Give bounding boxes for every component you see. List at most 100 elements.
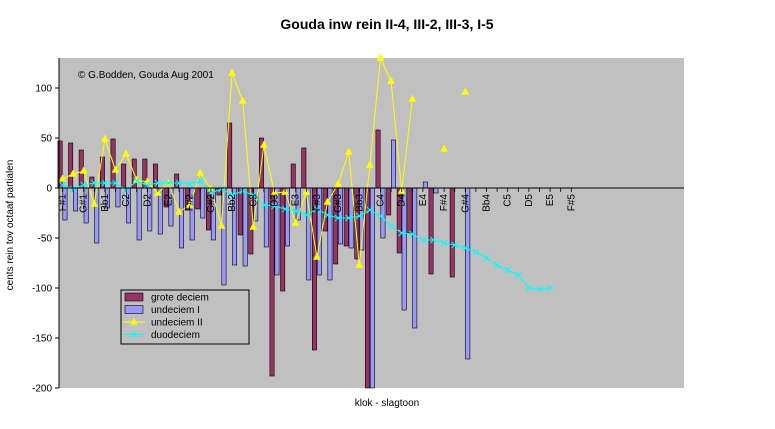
marker-stroke: [260, 201, 268, 209]
bar-undeciem-i: [433, 187, 439, 194]
marker-stroke: [249, 191, 257, 199]
marker-undeciem-ii: [440, 144, 449, 152]
marker-stroke: [472, 248, 480, 256]
marker-duodeciem: [440, 239, 448, 247]
marker-duodeciem: [112, 179, 119, 187]
marker-duodeciem: [430, 236, 437, 244]
marker-undeciem-ii: [408, 94, 417, 102]
marker-undeciem-ii: [334, 179, 343, 187]
bar-undeciem-i: [115, 187, 121, 208]
bar-undeciem-i: [242, 187, 248, 267]
bar-undeciem-i: [136, 187, 142, 241]
legend-label: grote deciem: [151, 293, 209, 304]
marker-stroke: [366, 206, 374, 214]
marker-undeciem-ii: [355, 260, 364, 268]
marker-duodeciem: [249, 191, 257, 199]
marker-stroke: [377, 212, 384, 220]
bar-grote-deciem: [237, 187, 243, 236]
x-category-label: D3: [270, 194, 281, 207]
y-tick-label: -200: [32, 384, 52, 395]
marker-undeciem-ii: [387, 76, 396, 84]
y-tick-label: 0: [46, 184, 52, 195]
x-category-label: D2: [142, 194, 153, 207]
marker-undeciem-ii: [344, 147, 353, 155]
marker-duodeciem: [302, 211, 310, 219]
x-category-label: F#3: [312, 194, 323, 212]
marker-undeciem-ii: [365, 160, 374, 168]
axes: F#1 G#1 Bb1 C2 D2 E2 F#2 G#2 Bb2 C3 D3 E3 F#3 G#3 Bb3 C…: [32, 58, 684, 395]
marker-duodeciem: [281, 205, 289, 213]
bar-grote-deciem: [386, 187, 392, 216]
bar-undeciem-i: [179, 187, 184, 249]
marker-stroke: [228, 191, 236, 199]
marker-duodeciem: [175, 179, 183, 187]
x-category-label: G#1: [79, 194, 90, 213]
marker-stroke: [207, 189, 215, 197]
marker-stroke: [430, 236, 437, 244]
bar-grote-deciem: [68, 142, 74, 189]
marker-undeciem-ii: [249, 222, 258, 230]
marker-duodeciem: [165, 179, 172, 187]
marker-duodeciem: [271, 202, 278, 210]
marker-undeciem-ii: [291, 218, 300, 226]
marker-stroke: [133, 177, 141, 185]
x-axis-label: klok - slagtoon: [355, 398, 419, 409]
marker-duodeciem: [514, 271, 522, 279]
marker-duodeciem: [536, 285, 543, 293]
marker-stroke: [355, 212, 363, 220]
marker-undeciem-ii: [153, 188, 162, 196]
marker-stroke: [461, 244, 469, 252]
marker-duodeciem: [345, 214, 353, 222]
marker-undeciem-ii: [90, 199, 99, 207]
marker-duodeciem: [260, 201, 268, 209]
x-category-label: C3: [248, 194, 259, 207]
marker-duodeciem: [101, 179, 109, 187]
marker-undeciem-ii: [58, 174, 67, 182]
marker-duodeciem: [398, 229, 406, 237]
marker-undeciem-ii: [69, 169, 78, 177]
marker-duodeciem: [355, 212, 363, 220]
marker-duodeciem: [80, 181, 88, 189]
x-category-label: G#2: [206, 194, 217, 213]
y-axis-label: cents rein tov octaaf partialen: [5, 160, 16, 291]
marker-duodeciem: [483, 254, 490, 262]
legend-swatch: [124, 292, 144, 302]
marker-duodeciem: [207, 189, 215, 197]
bar-undeciem-i: [200, 187, 206, 219]
marker-duodeciem: [196, 177, 204, 185]
marker-stroke: [493, 261, 501, 269]
marker-undeciem-ii: [238, 96, 247, 104]
marker-stroke: [334, 214, 342, 222]
marker-stroke: [504, 266, 512, 274]
marker-stroke: [546, 284, 554, 292]
y-tick-label: -100: [32, 284, 52, 295]
x-category-label: G#3: [333, 194, 344, 213]
marker-undeciem-ii: [270, 188, 279, 196]
marker-stroke: [387, 222, 395, 230]
bar-undeciem-i: [391, 139, 396, 189]
marker-duodeciem: [504, 266, 512, 274]
marker-undeciem-ii: [312, 252, 321, 260]
marker-duodeciem: [59, 181, 66, 189]
marker-duodeciem: [154, 179, 162, 187]
x-category-label: F#1: [58, 194, 69, 212]
x-category-label: C5: [503, 194, 514, 207]
bar-grote-deciem: [121, 163, 127, 189]
marker-duodeciem: [377, 212, 384, 220]
marker-undeciem-ii: [122, 149, 131, 157]
legend-label: undeciem II: [151, 318, 203, 329]
marker-stroke: [281, 205, 289, 213]
bar-grote-deciem: [301, 147, 307, 189]
legend-marker: [130, 318, 138, 325]
marker-undeciem-ii: [323, 197, 332, 205]
marker-duodeciem: [408, 230, 416, 238]
marker-stroke: [514, 271, 522, 279]
x-category-label: Bb4: [482, 194, 493, 212]
marker-duodeciem: [366, 206, 374, 214]
x-category-label: F#4: [439, 194, 450, 212]
marker-stroke: [186, 180, 194, 188]
marker-undeciem-ii: [461, 87, 470, 95]
legend-swatch: [124, 305, 144, 314]
